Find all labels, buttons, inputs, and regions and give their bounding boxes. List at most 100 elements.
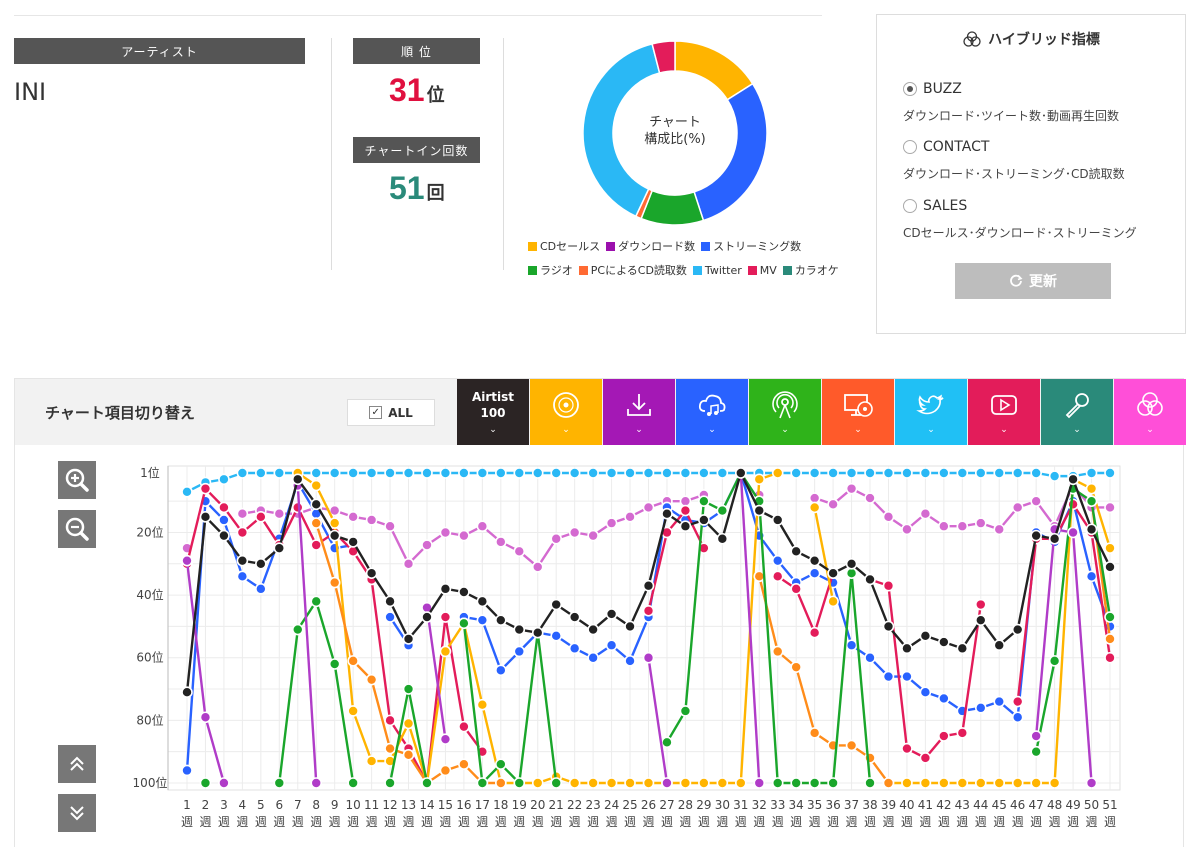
data-point[interactable] (568, 777, 581, 789)
data-point[interactable] (771, 514, 784, 526)
radio-contact[interactable]: CONTACT (903, 139, 989, 155)
data-point[interactable] (808, 501, 821, 514)
data-point[interactable] (974, 517, 987, 529)
data-point[interactable] (642, 651, 655, 664)
data-point[interactable] (402, 558, 415, 570)
data-point[interactable] (495, 777, 507, 789)
data-point[interactable] (753, 777, 766, 789)
data-point[interactable] (993, 777, 1006, 789)
category-tab-streaming[interactable]: ⌄ (676, 379, 748, 445)
data-point[interactable] (328, 529, 341, 542)
data-point[interactable] (365, 514, 378, 526)
data-point[interactable] (938, 636, 950, 648)
data-point[interactable] (974, 467, 987, 479)
data-point[interactable] (421, 539, 433, 551)
data-point[interactable] (698, 495, 710, 507)
data-point[interactable] (1085, 467, 1098, 479)
data-point[interactable] (1011, 711, 1024, 724)
data-point[interactable] (531, 467, 544, 479)
data-point[interactable] (181, 554, 193, 567)
data-point[interactable] (864, 573, 876, 586)
data-point[interactable] (310, 595, 323, 608)
data-point[interactable] (771, 645, 784, 658)
data-point[interactable] (864, 492, 876, 504)
data-point[interactable] (734, 467, 747, 479)
data-point[interactable] (605, 467, 618, 479)
data-point[interactable] (827, 777, 839, 789)
data-point[interactable] (587, 777, 599, 789)
data-point[interactable] (901, 467, 913, 479)
data-point[interactable] (808, 626, 821, 639)
data-point[interactable] (974, 702, 987, 714)
data-point[interactable] (255, 558, 267, 570)
data-point[interactable] (384, 742, 396, 755)
data-point[interactable] (236, 507, 249, 520)
data-point[interactable] (771, 554, 784, 567)
data-point[interactable] (550, 777, 563, 789)
data-point[interactable] (642, 501, 655, 514)
data-point[interactable] (698, 777, 710, 789)
category-tab-twitter[interactable]: ⌄ (895, 379, 967, 445)
data-point[interactable] (605, 777, 618, 789)
data-point[interactable] (384, 467, 396, 479)
data-point[interactable] (1085, 777, 1098, 789)
data-point[interactable] (974, 777, 987, 789)
data-point[interactable] (864, 777, 876, 789)
data-point[interactable] (476, 777, 489, 789)
data-point[interactable] (919, 686, 932, 698)
data-point[interactable] (716, 504, 729, 517)
data-point[interactable] (808, 777, 821, 789)
data-point[interactable] (439, 526, 452, 539)
data-point[interactable] (476, 614, 489, 626)
data-point[interactable] (199, 711, 212, 724)
data-point[interactable] (421, 777, 433, 789)
data-point[interactable] (550, 598, 563, 611)
data-point[interactable] (1104, 611, 1116, 623)
data-point[interactable] (938, 467, 950, 479)
data-point[interactable] (236, 526, 249, 539)
data-point[interactable] (901, 670, 913, 683)
data-point[interactable] (882, 777, 895, 789)
data-point[interactable] (827, 467, 839, 479)
data-point[interactable] (218, 514, 230, 526)
data-point[interactable] (255, 467, 267, 479)
data-point[interactable] (495, 536, 507, 548)
data-point[interactable] (550, 630, 563, 642)
data-point[interactable] (753, 473, 766, 486)
data-point[interactable] (568, 642, 581, 655)
data-point[interactable] (1067, 498, 1079, 511)
data-point[interactable] (974, 598, 987, 611)
data-point[interactable] (938, 520, 950, 533)
category-tab-download[interactable]: ⌄ (603, 379, 675, 445)
category-tab-mv[interactable]: ⌄ (968, 379, 1040, 445)
data-point[interactable] (901, 642, 913, 655)
data-point[interactable] (845, 467, 858, 479)
data-point[interactable] (568, 611, 581, 623)
data-point[interactable] (365, 567, 378, 580)
data-point[interactable] (1085, 570, 1098, 583)
data-point[interactable] (1030, 745, 1042, 758)
data-point[interactable] (679, 504, 692, 517)
data-point[interactable] (513, 777, 526, 789)
data-point[interactable] (568, 467, 581, 479)
data-point[interactable] (310, 539, 323, 551)
data-point[interactable] (605, 517, 618, 529)
data-point[interactable] (882, 620, 895, 633)
data-point[interactable] (495, 664, 507, 677)
data-point[interactable] (531, 561, 544, 573)
data-point[interactable] (790, 777, 802, 789)
data-point[interactable] (1104, 501, 1116, 514)
data-point[interactable] (1104, 561, 1116, 573)
data-point[interactable] (273, 467, 286, 479)
data-point[interactable] (439, 611, 452, 623)
data-point[interactable] (365, 755, 378, 767)
data-point[interactable] (661, 467, 673, 479)
data-point[interactable] (938, 730, 950, 742)
data-point[interactable] (605, 639, 618, 652)
data-point[interactable] (661, 736, 673, 749)
data-point[interactable] (513, 645, 526, 658)
data-point[interactable] (384, 777, 396, 789)
data-point[interactable] (642, 579, 655, 592)
data-point[interactable] (642, 467, 655, 479)
data-point[interactable] (310, 467, 323, 479)
